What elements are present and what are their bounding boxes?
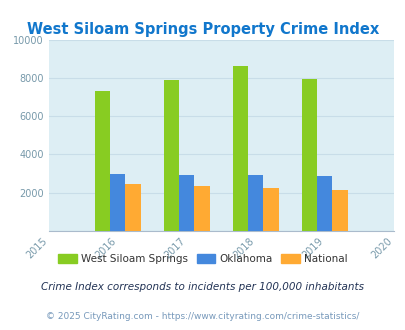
Bar (194, 186, 209, 231)
Bar (301, 79, 316, 231)
Bar (164, 80, 179, 231)
Bar (263, 188, 278, 231)
Legend: West Siloam Springs, Oklahoma, National: West Siloam Springs, Oklahoma, National (54, 249, 351, 268)
Bar (332, 190, 347, 231)
Bar (95, 91, 110, 231)
Bar (110, 174, 125, 231)
Text: West Siloam Springs Property Crime Index: West Siloam Springs Property Crime Index (27, 22, 378, 37)
Bar (232, 66, 247, 231)
Bar (179, 176, 194, 231)
Bar (125, 184, 140, 231)
Bar (247, 176, 263, 231)
Bar (316, 177, 332, 231)
Text: © 2025 CityRating.com - https://www.cityrating.com/crime-statistics/: © 2025 CityRating.com - https://www.city… (46, 312, 359, 321)
Text: Crime Index corresponds to incidents per 100,000 inhabitants: Crime Index corresponds to incidents per… (41, 282, 364, 292)
